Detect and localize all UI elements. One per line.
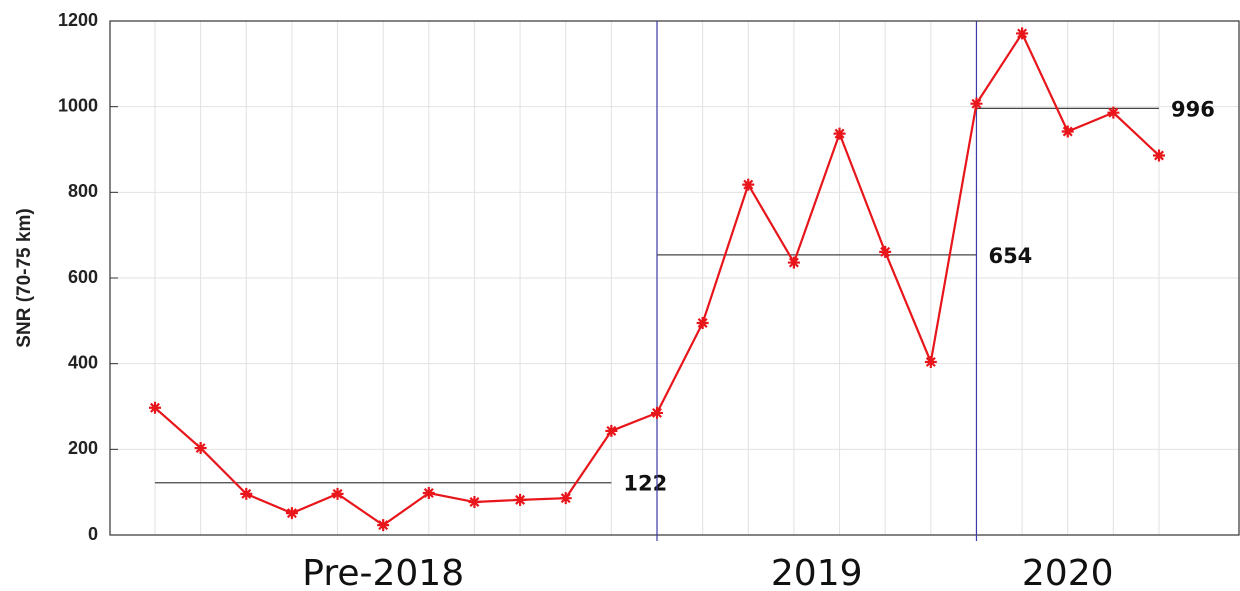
data-point [742,178,755,191]
period-label: Pre-2018 [302,553,464,591]
mean-label: 996 [1171,97,1215,121]
data-point [1016,27,1029,40]
y-tick-label: 0 [88,524,98,544]
mean-label: 122 [623,472,667,496]
data-point [924,355,937,368]
data-point [514,493,527,506]
data-point [651,406,663,419]
plot-frame [109,20,1240,536]
data-point [696,316,709,329]
data-point [833,127,846,140]
data-point [422,487,435,500]
data-point [240,487,253,500]
data-point [331,487,344,500]
y-tick-label: 400 [68,352,98,372]
data-point [1061,125,1074,138]
data-point [1153,149,1165,162]
data-point [149,401,161,414]
data-point [879,245,892,258]
data-point [1107,106,1120,119]
data-point [194,442,207,455]
data-point [285,507,298,520]
data-point [787,256,800,269]
y-tick-label: 600 [68,267,98,287]
y-tick-label: 1000 [58,95,98,115]
y-axis-label: SNR (70-75 km) [14,208,35,347]
data-point [468,496,481,509]
period-label: 2019 [771,553,863,591]
data-point [377,519,390,532]
mean-label: 654 [988,244,1032,268]
y-tick-label: 800 [68,181,98,201]
data-point [970,97,983,110]
data-point [605,424,618,437]
y-tick-label: 1200 [58,10,98,30]
data-point [559,492,572,505]
y-tick-label: 200 [68,438,98,458]
period-label: 2020 [1022,553,1114,591]
